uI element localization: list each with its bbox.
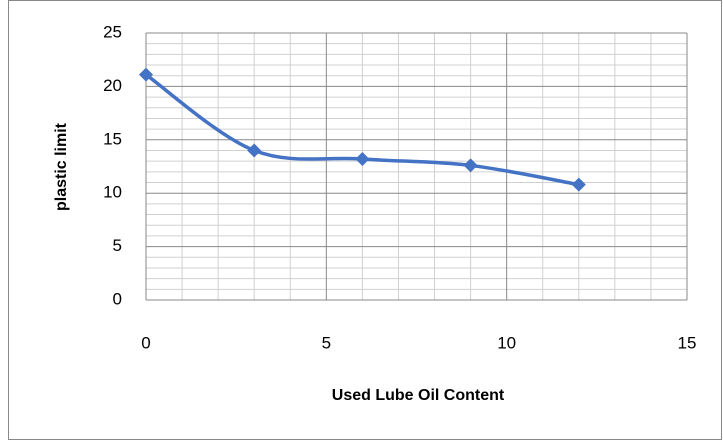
marker (463, 158, 478, 173)
x-tick-label: 5 (322, 333, 331, 352)
y-tick-label: 15 (103, 129, 122, 148)
y-tick-label: 25 (103, 22, 122, 41)
x-tick-label: 0 (141, 333, 150, 352)
y-tick-label: 20 (103, 76, 122, 95)
y-tick-label: 10 (103, 183, 122, 202)
x-tick-label: 15 (678, 333, 697, 352)
marker (355, 152, 370, 167)
chart-frame (8, 0, 722, 440)
x-tick-label: 10 (497, 333, 516, 352)
y-tick-label: 0 (113, 289, 122, 308)
x-axis-title: Used Lube Oil Content (332, 387, 505, 404)
y-axis-title: plastic limit (53, 122, 70, 211)
marker (571, 177, 586, 192)
y-tick-label: 5 (113, 236, 122, 255)
marker (139, 67, 153, 82)
marker (247, 143, 262, 158)
